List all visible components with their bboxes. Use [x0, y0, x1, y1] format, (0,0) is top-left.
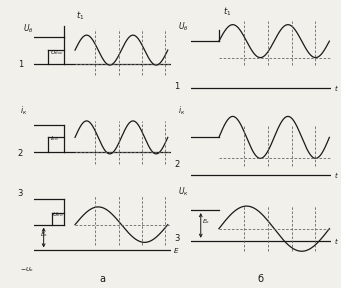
Text: 2: 2: [18, 149, 23, 158]
Text: $E_к$: $E_к$: [40, 230, 48, 239]
Text: $U_б$: $U_б$: [178, 21, 189, 33]
Text: $I_{ко}$: $I_{ко}$: [50, 134, 59, 143]
Text: $U_{бос}$: $U_{бос}$: [50, 48, 65, 57]
Text: $i_к$: $i_к$: [178, 105, 186, 117]
Text: $-U_к$: $-U_к$: [20, 266, 35, 274]
Text: $U_к$: $U_к$: [178, 185, 189, 198]
Text: 3: 3: [18, 190, 23, 198]
Text: $t_1$: $t_1$: [76, 10, 85, 22]
Text: 1: 1: [18, 60, 23, 69]
Text: $i_к$: $i_к$: [20, 105, 28, 117]
Text: $U_б$: $U_б$: [23, 22, 34, 35]
Text: $t_1$: $t_1$: [223, 5, 232, 18]
Text: 2: 2: [174, 160, 179, 169]
Text: $E_к$: $E_к$: [202, 217, 211, 226]
Text: б: б: [258, 274, 264, 284]
Text: а: а: [99, 274, 105, 284]
Text: $t$: $t$: [333, 236, 339, 246]
Text: 3: 3: [174, 234, 180, 243]
Text: $E$: $E$: [173, 246, 180, 255]
Text: $t$: $t$: [333, 83, 339, 92]
Text: 1: 1: [174, 82, 179, 91]
Text: $U_{ко}$: $U_{ко}$: [52, 211, 63, 219]
Text: $t$: $t$: [333, 170, 339, 180]
